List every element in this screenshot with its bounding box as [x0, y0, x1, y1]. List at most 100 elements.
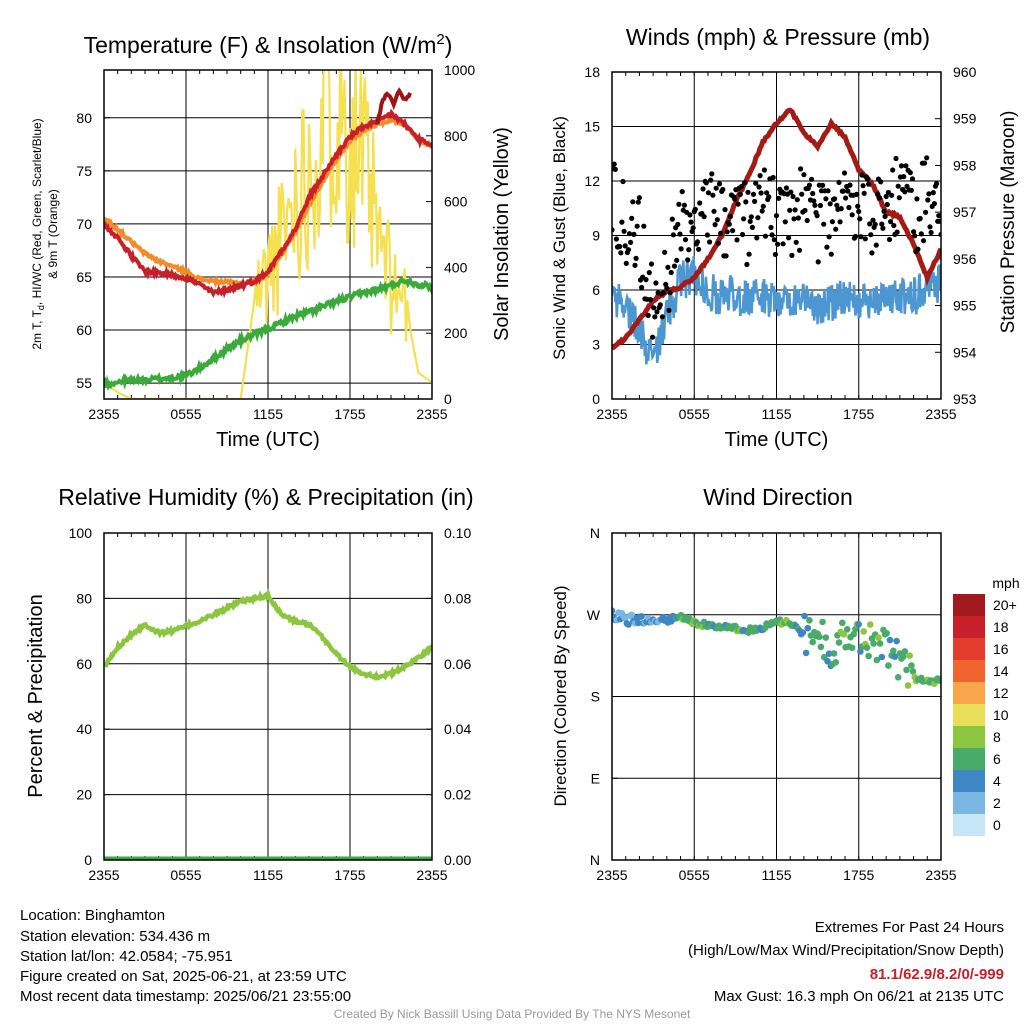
- y-right-tick-label: 955: [953, 298, 977, 314]
- x-tick-label: 1755: [334, 406, 365, 422]
- direction-point: [832, 659, 839, 666]
- gust-point: [846, 204, 852, 211]
- gust-point: [809, 176, 815, 182]
- gust-point: [737, 191, 743, 197]
- gust-point: [873, 242, 879, 248]
- gust-point: [635, 199, 641, 205]
- y-tick-label: E: [591, 770, 600, 786]
- gust-point: [710, 192, 716, 198]
- legend-label: 20+: [993, 597, 1017, 613]
- x-tick-label: 1755: [843, 406, 874, 422]
- direction-point: [906, 652, 913, 659]
- direction-point: [612, 607, 616, 614]
- x-tick-label: 2355: [925, 406, 956, 422]
- gust-point: [857, 216, 863, 222]
- direction-point: [894, 674, 902, 681]
- gust-point: [915, 246, 921, 252]
- y-tick-label: 75: [76, 163, 92, 179]
- gust-point: [908, 187, 915, 193]
- legend-swatch: [953, 638, 985, 660]
- gust-point: [791, 216, 797, 222]
- gust-point: [790, 193, 796, 200]
- rh-line: [104, 587, 432, 681]
- gust-point: [902, 189, 908, 195]
- gust-point: [738, 184, 745, 190]
- legend-swatch: [953, 660, 985, 682]
- panel-title: Temperature (F) & Insolation (W/m2): [84, 31, 453, 58]
- station-latlon: Station lat/lon: 42.0584; -75.951: [20, 948, 233, 965]
- direction-point: [901, 648, 909, 655]
- gust-point: [730, 228, 736, 234]
- gust-point: [707, 239, 713, 245]
- gust-point: [895, 183, 901, 189]
- winds-panel: 2355 0555 1155 1755 2355 Time (UTC) 0 3 6 9 12 15 18…: [550, 24, 1019, 451]
- plot-frame: [611, 532, 942, 861]
- gust-point: [896, 195, 902, 201]
- y-right-tick-label: 960: [953, 64, 977, 80]
- gust-point: [625, 247, 632, 253]
- gust-point: [762, 233, 769, 239]
- direction-point: [816, 633, 823, 641]
- direction-point: [804, 624, 812, 632]
- direction-point: [843, 626, 851, 633]
- gust-point: [801, 172, 807, 178]
- y-right-tick-label: 800: [444, 128, 468, 144]
- gust-point: [880, 225, 886, 231]
- direction-point: [883, 630, 890, 637]
- gust-point: [681, 202, 688, 208]
- gust-point: [870, 217, 876, 223]
- gust-point: [660, 290, 667, 296]
- direction-point: [801, 612, 808, 620]
- gust-point: [628, 239, 634, 245]
- gust-point: [716, 181, 723, 187]
- direction-point: [635, 619, 642, 627]
- gust-point: [726, 221, 732, 227]
- legend-swatch: [953, 594, 985, 616]
- direction-point: [886, 636, 894, 644]
- gust-point: [917, 215, 923, 222]
- direction-point: [873, 656, 881, 664]
- y-axis-label: Percent & Precipitation: [25, 594, 47, 797]
- gust-point: [833, 226, 839, 232]
- y-tick-label: 40: [76, 721, 92, 737]
- gust-point: [646, 270, 652, 276]
- gust-point: [773, 213, 780, 219]
- gust-point: [715, 240, 722, 246]
- gust-point: [652, 314, 658, 320]
- direction-point: [885, 662, 892, 669]
- y-right-tick-label: 0.10: [444, 525, 471, 541]
- legend-label: 4: [993, 773, 1001, 789]
- x-tick-label: 2355: [596, 406, 627, 422]
- direction-point: [855, 621, 862, 628]
- gust-point: [648, 261, 655, 267]
- gust-point: [879, 221, 885, 227]
- legend-label: 10: [993, 707, 1009, 723]
- direction-point: [857, 648, 864, 655]
- gust-point: [786, 235, 792, 241]
- gust-point: [882, 213, 888, 220]
- y-axis-label: Sonic Wind & Gust (Blue, Black): [550, 116, 569, 360]
- gust-point: [891, 222, 897, 229]
- x-tick-label: 0555: [170, 867, 201, 883]
- gust-point: [828, 251, 834, 257]
- gust-point: [769, 232, 775, 238]
- gust-point: [855, 203, 861, 209]
- gust-point: [626, 231, 633, 237]
- gust-point: [878, 179, 884, 185]
- y-tick-label: 9: [592, 228, 600, 244]
- legend-label: 2: [993, 795, 1001, 811]
- legend-swatch: [953, 792, 985, 814]
- y-right-tick-label: 0.06: [444, 656, 471, 672]
- gust-point: [748, 214, 754, 220]
- gust-point: [854, 191, 860, 197]
- plot-frame: [103, 532, 433, 861]
- legend-swatch: [953, 770, 985, 792]
- y-label-part: 2m T, T: [30, 309, 44, 349]
- direction-point: [908, 662, 915, 669]
- y-right-tick-label: 0.02: [444, 787, 471, 803]
- legend-swatch: [953, 704, 985, 726]
- gust-point: [937, 218, 941, 224]
- legend-label: 18: [993, 619, 1009, 635]
- gust-point: [886, 236, 893, 243]
- y-right-axis-label: Station Pressure (Maroon): [998, 111, 1019, 334]
